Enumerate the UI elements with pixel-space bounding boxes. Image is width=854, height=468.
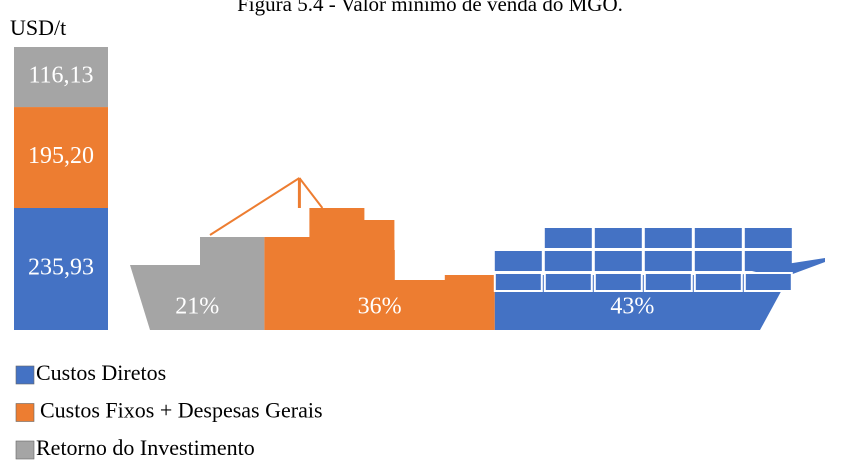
- share-label: 43%: [610, 294, 654, 320]
- y-label: USD/t: [10, 15, 66, 40]
- container: [694, 228, 742, 248]
- value-label: 235,93: [28, 254, 94, 280]
- container: [594, 251, 642, 271]
- crane: [209, 177, 300, 236]
- share-label: 36%: [358, 294, 402, 320]
- value-label: 116,13: [28, 63, 93, 89]
- container: [594, 228, 642, 248]
- legend-label: Custos Diretos: [36, 360, 166, 385]
- container: [543, 272, 593, 292]
- value-label: 195,20: [28, 143, 94, 169]
- container: [544, 251, 592, 271]
- container: [644, 251, 692, 271]
- legend-swatch: [15, 403, 35, 422]
- container: [693, 272, 743, 292]
- ship-section: [130, 237, 265, 330]
- container: [744, 228, 792, 248]
- chart-title: Figura 5.4 - Valor mínimo de venda do MG…: [237, 0, 623, 16]
- legend-label: Retorno do Investimento: [36, 435, 255, 460]
- ship-section: [264, 208, 495, 330]
- container: [494, 251, 542, 271]
- container: [593, 272, 643, 292]
- bar-segment: [14, 47, 108, 108]
- container: [644, 228, 692, 248]
- legend-swatch: [15, 365, 35, 385]
- container: [643, 272, 693, 292]
- bar-segment: [14, 107, 108, 208]
- crane: [298, 177, 324, 209]
- container: [493, 272, 543, 292]
- legend-swatch: [15, 440, 35, 460]
- container: [743, 272, 793, 292]
- share-label: 21%: [175, 294, 219, 320]
- container: [544, 228, 592, 248]
- legend-label: Custos Fixos + Despesas Gerais: [40, 398, 323, 423]
- container: [744, 251, 792, 271]
- container: [694, 251, 742, 271]
- bar-segment: [14, 207, 108, 330]
